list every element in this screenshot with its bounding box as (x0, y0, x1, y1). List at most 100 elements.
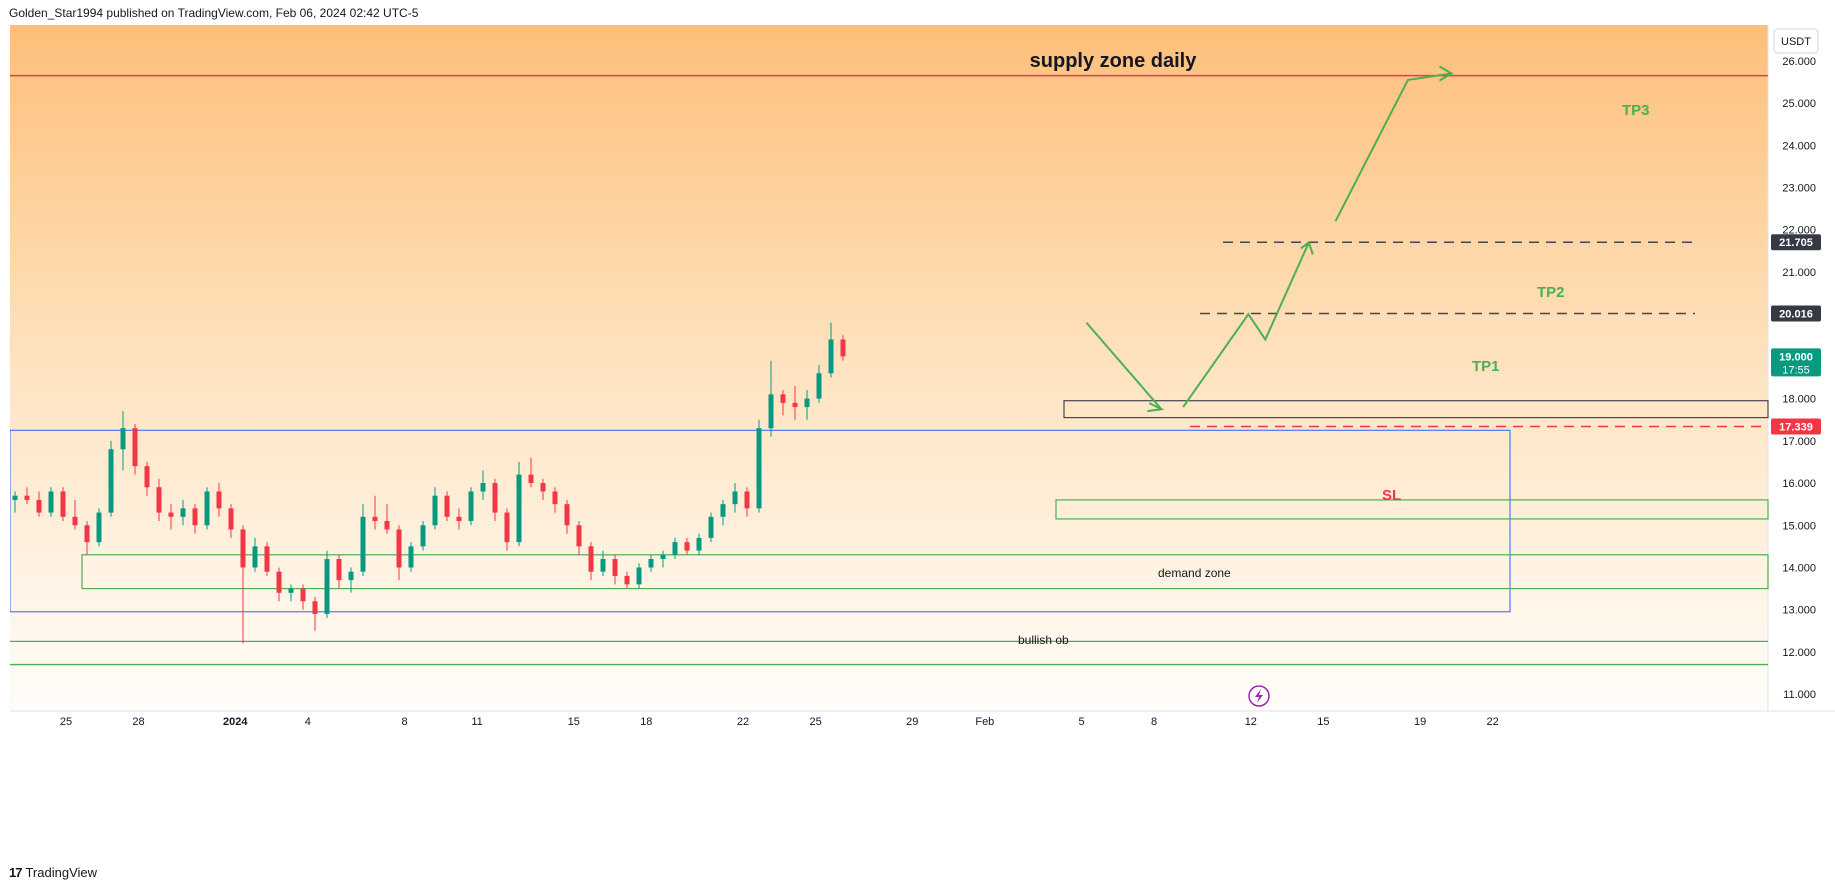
x-tick-label: 29 (906, 716, 918, 728)
candle (469, 487, 474, 525)
x-tick-label: 15 (568, 716, 580, 728)
candle-body (361, 517, 366, 572)
candle-body (109, 449, 114, 512)
y-tick-label: 12.000 (1782, 647, 1816, 659)
candle-body (721, 504, 726, 517)
x-tick-label: 25 (809, 716, 821, 728)
candle-body (25, 496, 30, 500)
candle-body (733, 491, 738, 504)
price-label: 19.00017:55 (1771, 348, 1821, 376)
candle-body (133, 428, 138, 466)
x-tick-label: 15 (1317, 716, 1329, 728)
candle-body (541, 483, 546, 491)
candle-body (769, 394, 774, 428)
y-tick-label: 15.000 (1782, 520, 1816, 532)
candle-body (193, 508, 198, 525)
chart-area[interactable]: supply zone daily USDT 11.000 12.000 13.00… (10, 25, 1835, 856)
x-tick-label: 4 (305, 716, 311, 728)
y-tick-label: 23.000 (1782, 183, 1816, 195)
annotation-tp1: TP1 (1472, 358, 1500, 375)
y-tick-label: 24.000 (1782, 140, 1816, 152)
candle-body (829, 340, 834, 374)
candle (205, 487, 210, 529)
candle-body (457, 517, 462, 521)
x-tick-label: 5 (1078, 716, 1084, 728)
candle-body (37, 500, 42, 513)
candle (61, 487, 66, 521)
x-tick-label: Feb (975, 716, 994, 728)
candle-body (61, 491, 66, 516)
candle-body (697, 538, 702, 551)
candle-body (685, 542, 690, 550)
candle (49, 487, 54, 517)
candle-body (493, 483, 498, 513)
price-label: 21.705 (1771, 234, 1821, 250)
x-tick-label: 2024 (223, 716, 248, 728)
candle-body (145, 466, 150, 487)
candle-body (529, 475, 534, 483)
candle-body (601, 559, 606, 572)
candle-body (241, 529, 246, 567)
candle-body (637, 567, 642, 584)
candle-body (781, 394, 786, 402)
publisher-header: Golden_Star1994 published on TradingView… (9, 6, 418, 20)
candle-body (409, 546, 414, 567)
x-tick-label: 28 (132, 716, 144, 728)
candle-body (673, 542, 678, 555)
lightning-icon[interactable] (1249, 686, 1269, 706)
candle (265, 542, 270, 576)
candle-body (229, 508, 234, 529)
candle-body (253, 546, 258, 567)
candle-body (373, 517, 378, 521)
y-tick-label: 18.000 (1782, 394, 1816, 406)
candle-body (577, 525, 582, 546)
x-tick-label: 8 (1151, 716, 1157, 728)
y-tick-label: 25.000 (1782, 98, 1816, 110)
candle-body (805, 399, 810, 407)
candle-body (13, 496, 18, 500)
candle-body (481, 483, 486, 491)
candle-body (397, 529, 402, 567)
candle-body (613, 559, 618, 576)
tradingview-footer[interactable]: 17 TradingView (9, 865, 97, 880)
y-tick-label: 26.000 (1782, 56, 1816, 68)
currency-label: USDT (1781, 36, 1811, 48)
tradingview-brand: TradingView (25, 865, 97, 880)
candle-body (337, 559, 342, 580)
annotation-tp2: TP2 (1537, 284, 1565, 301)
price-label-text: 17.339 (1779, 422, 1813, 434)
candle-body (385, 521, 390, 529)
x-tick-label: 22 (737, 716, 749, 728)
candle-body (181, 508, 186, 516)
annotation-bullish-ob: bullish ob (1018, 633, 1069, 647)
candle-body (421, 525, 426, 546)
annotation-tp3: TP3 (1622, 102, 1650, 119)
candle-body (49, 491, 54, 512)
price-chart[interactable]: supply zone daily USDT 11.000 12.000 13.00… (10, 25, 1835, 856)
price-label-countdown: 17:55 (1782, 364, 1810, 376)
candle-body (625, 576, 630, 584)
chart-title: supply zone daily (1030, 50, 1198, 72)
x-tick-label: 22 (1486, 716, 1498, 728)
candle-body (841, 340, 846, 357)
annotation-sl: SL (1382, 487, 1401, 504)
candle-body (277, 572, 282, 593)
candle-body (157, 487, 162, 512)
annotation-demand-zone: demand zone (1158, 566, 1231, 580)
candle-body (553, 491, 558, 504)
tradingview-logo-icon: 17 (9, 865, 21, 880)
y-tick-label: 21.000 (1782, 267, 1816, 279)
candle-body (661, 555, 666, 559)
candle-body (709, 517, 714, 538)
x-tick-label: 19 (1414, 716, 1426, 728)
y-tick-label: 11.000 (1783, 689, 1816, 701)
candle-body (433, 496, 438, 526)
x-tick-label: 11 (471, 716, 482, 728)
candle-body (313, 601, 318, 614)
candle-body (817, 373, 822, 398)
candle-body (649, 559, 654, 567)
x-tick-label: 12 (1245, 716, 1257, 728)
candle (421, 521, 426, 551)
candle-body (205, 491, 210, 525)
candle-body (469, 491, 474, 521)
